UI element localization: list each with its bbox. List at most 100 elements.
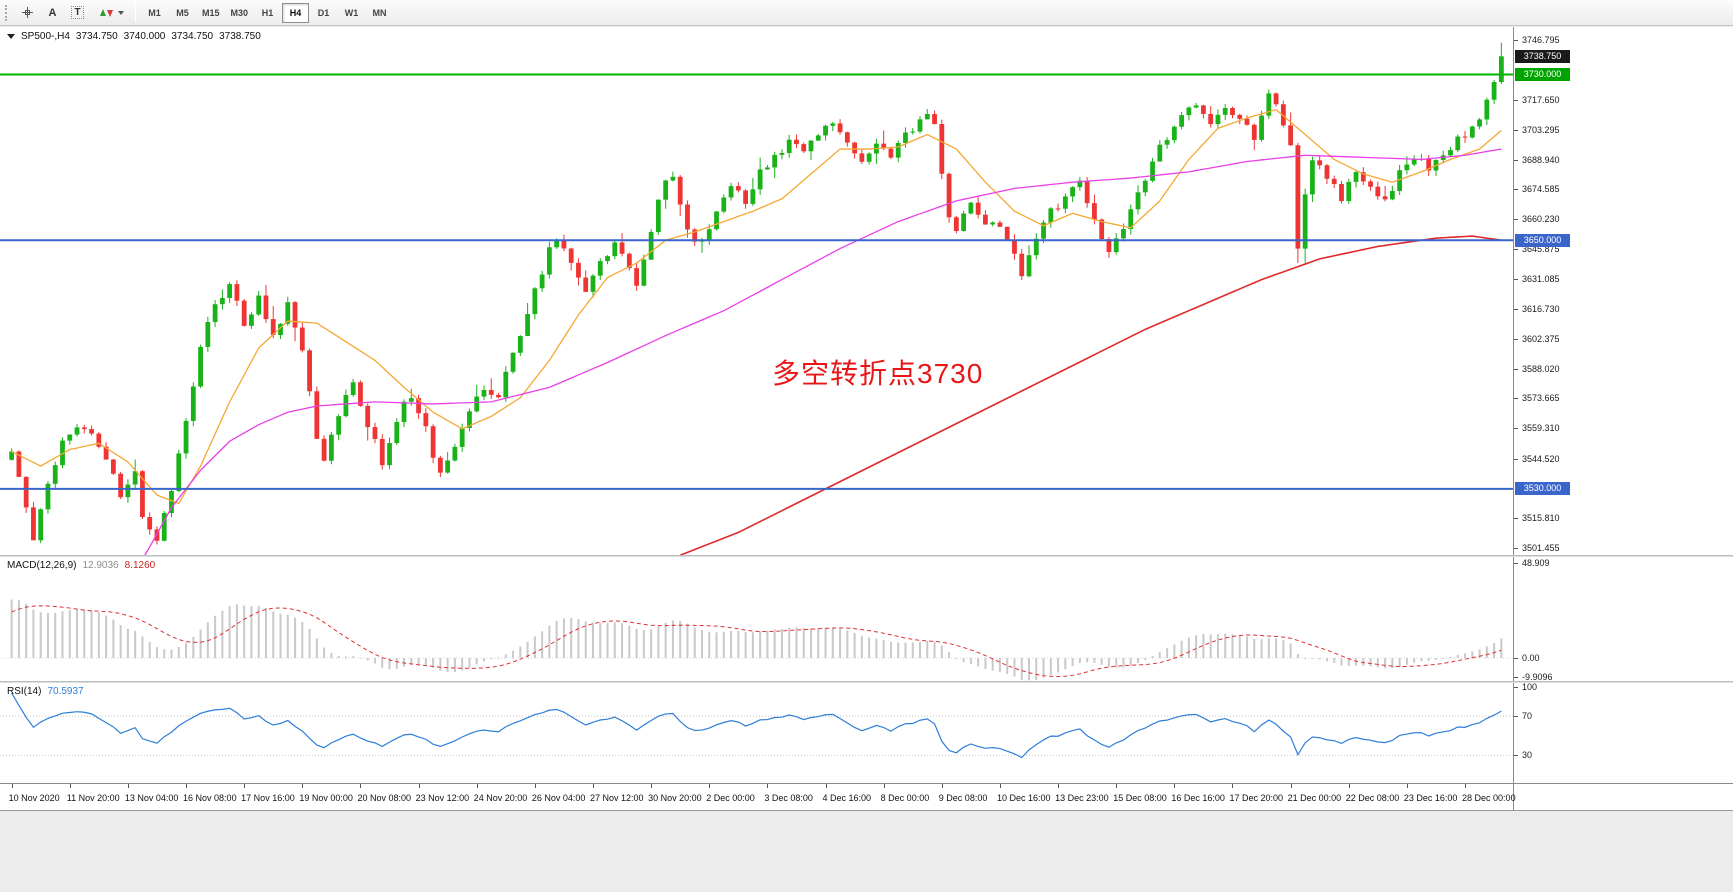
- rsi-axis-tick: 70: [1522, 711, 1533, 722]
- price-axis-tickmark: [1514, 368, 1518, 370]
- macd-canvas[interactable]: [0, 557, 1513, 681]
- macd-axis-tick: 48.909: [1522, 558, 1550, 568]
- ohlc-close: 3738.750: [219, 31, 261, 42]
- timeframe-m5-button[interactable]: M5: [169, 3, 196, 23]
- time-axis-label: 27 Nov 12:00: [589, 793, 644, 803]
- chart-ohlc-header: SP500-,H4 3734.750 3740.000 3734.750 373…: [7, 31, 261, 42]
- time-axis-tickmark: [127, 784, 129, 788]
- price-axis-tick: 3501.455: [1522, 543, 1560, 554]
- time-axis-tickmark: [534, 784, 536, 788]
- price-axis-tickmark: [1514, 428, 1518, 430]
- price-axis-tick: 3660.230: [1522, 214, 1560, 225]
- time-axis-label: 20 Nov 08:00: [357, 793, 411, 803]
- time-axis-label: 21 Dec 00:00: [1287, 793, 1342, 803]
- timeframe-toolbar: M1 M5 M15 M30 H1 H4 D1 W1 MN: [141, 2, 393, 23]
- rsi-label: RSI(14) 70.5937: [7, 686, 84, 697]
- time-axis-label: 23 Dec 16:00: [1403, 793, 1458, 803]
- time-axis-tickmark: [767, 784, 769, 788]
- price-axis-tickmark: [1514, 518, 1518, 520]
- rsi-canvas[interactable]: [0, 683, 1513, 783]
- ma-fast-orange-line: [11, 108, 1502, 505]
- timeframe-m30-button[interactable]: M30: [226, 3, 254, 23]
- time-axis-tickmark: [825, 784, 827, 788]
- time-axis-tickmark: [244, 784, 246, 788]
- timeframe-h4-button[interactable]: H4: [282, 2, 310, 23]
- time-axis-tickmark: [186, 784, 188, 788]
- price-axis-tickmark: [1514, 279, 1518, 281]
- time-axis-label: 30 Nov 20:00: [648, 793, 702, 803]
- timeframe-m15-button[interactable]: M15: [197, 3, 225, 23]
- time-axis-tickmark: [709, 784, 711, 788]
- time-axis-label: 10 Dec 16:00: [996, 793, 1051, 803]
- time-axis-tickmark: [592, 784, 594, 788]
- time-axis-label: 4 Dec 16:00: [822, 793, 872, 803]
- macd-value-main: 12.9036: [82, 560, 119, 571]
- time-axis-label: 13 Nov 04:00: [124, 793, 179, 803]
- level-price-badge: 3530.000: [1515, 482, 1570, 496]
- price-axis[interactable]: 3746.795 3717.650 3703.295 3688.940 3674.585…: [1513, 27, 1733, 811]
- crosshair-tool-button[interactable]: [15, 2, 40, 23]
- time-axis-label: 10 Nov 2020: [8, 793, 60, 803]
- rsi-name: RSI(14): [7, 686, 42, 697]
- text-tool-button[interactable]: A: [40, 2, 65, 23]
- level-price-badge: 3730.000: [1515, 67, 1570, 81]
- pane-splitter[interactable]: [0, 681, 1733, 683]
- time-axis-label: 2 Dec 00:00: [706, 793, 755, 803]
- price-axis-tick: 3746.795: [1522, 34, 1560, 45]
- price-axis-tick: 3703.295: [1522, 124, 1560, 135]
- main-chart-canvas[interactable]: [0, 27, 1513, 555]
- arrows-tool-button[interactable]: [90, 2, 130, 23]
- time-axis-tickmark: [1290, 784, 1292, 788]
- rsi-axis-tick: 100: [1522, 681, 1538, 692]
- time-axis-tickmark: [418, 784, 420, 788]
- price-axis-tickmark: [1514, 248, 1518, 250]
- time-axis[interactable]: 10 Nov 2020 11 Nov 20:00 13 Nov 04:00 16 No…: [0, 783, 1733, 811]
- macd-histogram: [10, 599, 1503, 681]
- price-axis-tick: 3674.585: [1522, 184, 1560, 195]
- pane-splitter[interactable]: [0, 555, 1733, 557]
- price-axis-tickmark: [1514, 219, 1518, 221]
- level-price-badge: 3650.000: [1515, 233, 1570, 247]
- macd-axis-tick: -9.9096: [1522, 672, 1553, 683]
- timeframe-w1-button[interactable]: W1: [338, 3, 365, 23]
- timeframe-h1-button[interactable]: H1: [254, 3, 281, 23]
- macd-axis-tick: 0.00: [1522, 653, 1540, 664]
- annotation-text[interactable]: 多空转折点3730: [772, 358, 984, 389]
- time-axis-tickmark: [69, 784, 71, 788]
- timeframe-d1-button[interactable]: D1: [310, 3, 337, 23]
- toolbar-grip[interactable]: [5, 4, 9, 21]
- rsi-axis-tickmark: [1514, 686, 1518, 688]
- rsi-axis-tickmark: [1514, 716, 1518, 718]
- price-axis-tick: 3631.085: [1522, 274, 1560, 285]
- time-axis-tickmark: [1348, 784, 1350, 788]
- price-axis-tick: 3588.020: [1522, 363, 1560, 374]
- macd-axis-tickmark: [1514, 677, 1518, 679]
- toolbar: A T M1 M5 M15 M30 H1 H4 D1 W1 MN: [0, 0, 1733, 26]
- price-axis-tick: 3616.730: [1522, 304, 1560, 315]
- toolbar-separator: [135, 3, 136, 22]
- label-tool-button[interactable]: T: [65, 2, 90, 23]
- price-axis-tick: 3717.650: [1522, 95, 1560, 106]
- time-axis-tickmark: [1174, 784, 1176, 788]
- rsi-axis-tick: 30: [1522, 750, 1533, 761]
- time-axis-tickmark: [999, 784, 1001, 788]
- time-axis-tickmark: [11, 784, 13, 788]
- ohlc-high: 3740.000: [123, 31, 166, 42]
- macd-axis-tickmark: [1514, 563, 1518, 564]
- timeframe-m1-button[interactable]: M1: [141, 3, 168, 23]
- time-axis-label: 24 Nov 20:00: [473, 793, 528, 803]
- arrows-icon: [99, 9, 113, 17]
- ohlc-low: 3734.750: [171, 31, 214, 42]
- price-axis-tickmark: [1514, 458, 1518, 460]
- price-axis-tickmark: [1514, 39, 1518, 41]
- price-axis-tick: 3573.665: [1522, 393, 1560, 404]
- timeframe-mn-button[interactable]: MN: [366, 3, 393, 23]
- current-price-badge: 3738.750: [1515, 49, 1570, 63]
- macd-signal-line: [11, 605, 1502, 678]
- quick-trade-arrow-icon[interactable]: [7, 34, 15, 39]
- time-axis-tickmark: [1232, 784, 1234, 788]
- price-axis-tick: 3544.520: [1522, 453, 1560, 464]
- rsi-line: [11, 692, 1502, 759]
- rsi-axis-tickmark: [1514, 755, 1518, 757]
